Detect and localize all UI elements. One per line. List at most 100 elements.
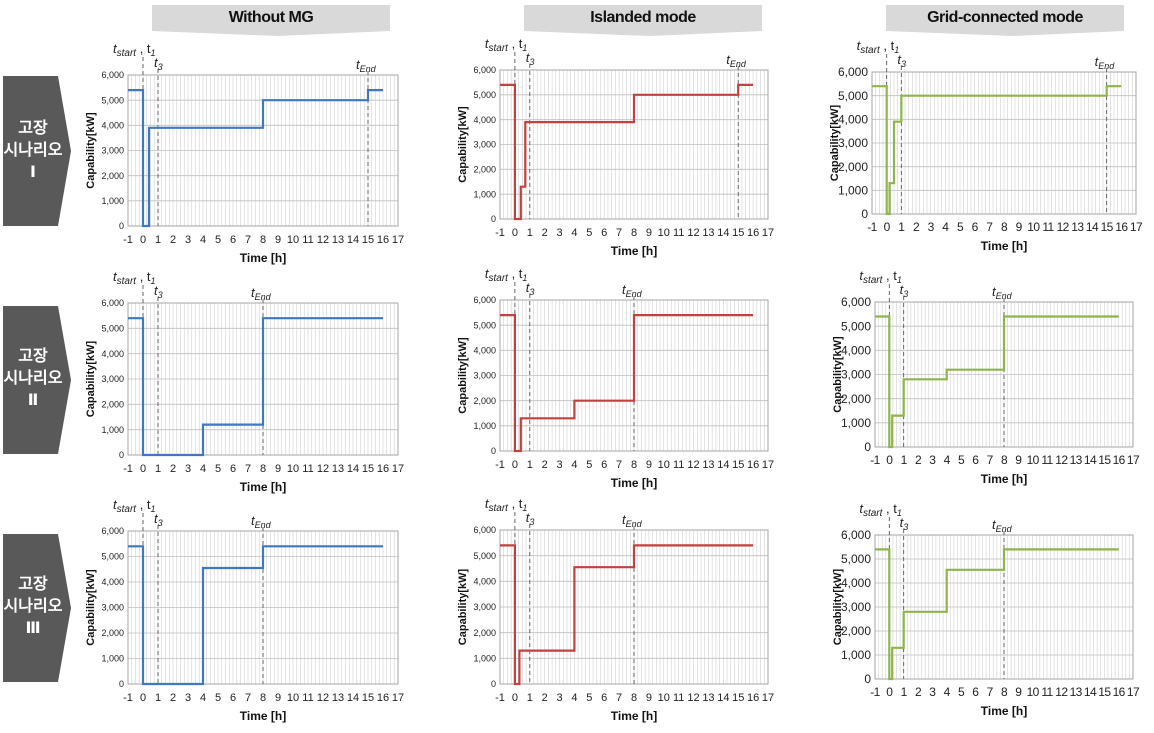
y-tick-label: 2,000 xyxy=(473,164,496,174)
t3-label: t3 xyxy=(526,50,535,67)
x-tick-label: 14 xyxy=(1084,453,1097,467)
x-tick-label: 14 xyxy=(347,463,359,475)
x-tick-label: 1 xyxy=(901,453,908,467)
t3-label: t3 xyxy=(526,510,535,527)
t-end-label: tEnd xyxy=(622,282,643,299)
x-tick-label: 15 xyxy=(732,227,744,239)
y-tick-label: 0 xyxy=(864,440,871,454)
y-tick-label: 5,000 xyxy=(473,320,496,330)
x-tick-label: 13 xyxy=(702,227,714,239)
x-tick-label: 15 xyxy=(732,459,744,471)
x-tick-label: 6 xyxy=(230,234,236,246)
y-tick-label: 1,000 xyxy=(473,653,496,663)
y-tick-label: 5,000 xyxy=(101,552,124,562)
y-tick-label: 2,000 xyxy=(473,628,496,638)
x-tick-label: 16 xyxy=(747,227,759,239)
x-axis-label: Time [h] xyxy=(611,709,657,723)
x-tick-label: 2 xyxy=(542,227,548,239)
x-tick-label: 7 xyxy=(245,463,251,475)
plot-frame xyxy=(499,69,769,220)
x-tick-label: 4 xyxy=(200,692,206,704)
row-label-scenario-2: 고장 시나리오 Ⅱ xyxy=(3,306,73,454)
y-tick-label: 6,000 xyxy=(841,528,871,542)
x-tick-label: -1 xyxy=(123,463,133,475)
x-tick-label: 7 xyxy=(986,220,993,234)
x-tick-label: 4 xyxy=(200,234,206,246)
x-tick-label: 10 xyxy=(1027,220,1040,234)
x-tick-label: 5 xyxy=(586,227,592,239)
x-tick-label: 11 xyxy=(673,459,684,471)
x-tick-label: 2 xyxy=(915,453,922,467)
series-line xyxy=(500,314,754,453)
x-tick-label: 6 xyxy=(972,453,979,467)
x-tick-label: 4 xyxy=(944,453,951,467)
column-header-without-mg: Without MG xyxy=(152,5,390,36)
x-tick-label: 9 xyxy=(275,463,281,475)
y-tick-label: 2,000 xyxy=(841,624,871,638)
x-tick-label: 6 xyxy=(601,692,607,704)
x-tick-label: 0 xyxy=(886,685,893,699)
y-tick-label: 0 xyxy=(119,221,124,231)
y-tick-label: 3,000 xyxy=(838,136,868,150)
x-tick-label: 8 xyxy=(260,463,266,475)
t3-label: t3 xyxy=(154,511,163,528)
x-tick-label: 6 xyxy=(972,220,979,234)
row-arrow-shape xyxy=(3,306,71,454)
t-end-label: tEnd xyxy=(726,52,747,69)
x-tick-label: 13 xyxy=(1070,685,1083,699)
x-tick-label: 0 xyxy=(512,459,518,471)
y-tick-label: 6,000 xyxy=(838,65,868,79)
x-tick-label: 13 xyxy=(332,234,344,246)
x-tick-label: 0 xyxy=(884,220,891,234)
x-tick-label: 12 xyxy=(687,459,699,471)
header-banner-shape xyxy=(524,5,762,36)
t-start-t1-label: tstart , t1 xyxy=(113,41,156,59)
x-tick-label: 14 xyxy=(347,234,359,246)
x-tick-label: 14 xyxy=(717,692,729,704)
x-axis-label: Time [h] xyxy=(240,709,286,723)
x-tick-label: 11 xyxy=(302,692,313,704)
x-tick-label: 12 xyxy=(317,692,329,704)
x-tick-label: 17 xyxy=(392,463,404,475)
y-tick-label: 1,000 xyxy=(473,421,496,431)
y-axis-label: Capability[kW] xyxy=(832,336,844,413)
x-tick-label: 7 xyxy=(616,227,622,239)
x-tick-label: 10 xyxy=(1027,685,1040,699)
x-tick-label: 16 xyxy=(1115,220,1128,234)
t3-label: t3 xyxy=(526,280,535,297)
y-tick-label: 0 xyxy=(491,214,496,224)
y-tick-label: 4,000 xyxy=(101,120,124,130)
x-tick-label: 15 xyxy=(1098,453,1111,467)
x-tick-label: 15 xyxy=(362,234,374,246)
x-tick-label: 8 xyxy=(260,234,266,246)
y-tick-label: 2,000 xyxy=(473,396,496,406)
x-tick-label: 15 xyxy=(1098,685,1111,699)
x-tick-label: 3 xyxy=(928,220,935,234)
chart-s3-islanded: 0 1,000 2,000 3,000 4,000 5,000 6,000 -1 0 1 2 3 4 5 6… xyxy=(455,490,783,723)
y-axis-label: Capability[kW] xyxy=(832,568,844,645)
x-tick-label: 1 xyxy=(898,220,905,234)
column-title: Islanded mode xyxy=(590,9,696,26)
y-tick-label: 4,000 xyxy=(841,576,871,590)
y-tick-label: 1,000 xyxy=(841,648,871,662)
x-tick-label: 17 xyxy=(392,234,404,246)
y-tick-label: 6,000 xyxy=(101,526,124,536)
y-tick-label: 6,000 xyxy=(841,295,871,309)
row-label-text: 고장 시나리오 Ⅱ xyxy=(3,348,63,409)
t-end-label: tEnd xyxy=(251,513,272,530)
x-tick-label: 17 xyxy=(1127,685,1140,699)
x-tick-label: 0 xyxy=(140,234,146,246)
column-header-islanded: Islanded mode xyxy=(524,5,762,36)
x-tick-label: 13 xyxy=(702,459,714,471)
t-start-t1-label: tstart , t1 xyxy=(859,268,902,286)
chart-s3-without-mg: 0 1,000 2,000 3,000 4,000 5,000 6,000 -1 0 1 2 3 4 5 6… xyxy=(83,491,413,723)
chart-s2-grid-connected: 0 1,000 2,000 3,000 4,000 5,000 6,000 -1 0 1 2 3 4 5 6… xyxy=(830,262,1148,486)
x-tick-label: 9 xyxy=(1016,220,1023,234)
series-line xyxy=(875,548,1119,681)
chart-s1-islanded: 0 1,000 2,000 3,000 4,000 5,000 6,000 -1 0 1 2 3 4 5 6… xyxy=(455,30,783,258)
